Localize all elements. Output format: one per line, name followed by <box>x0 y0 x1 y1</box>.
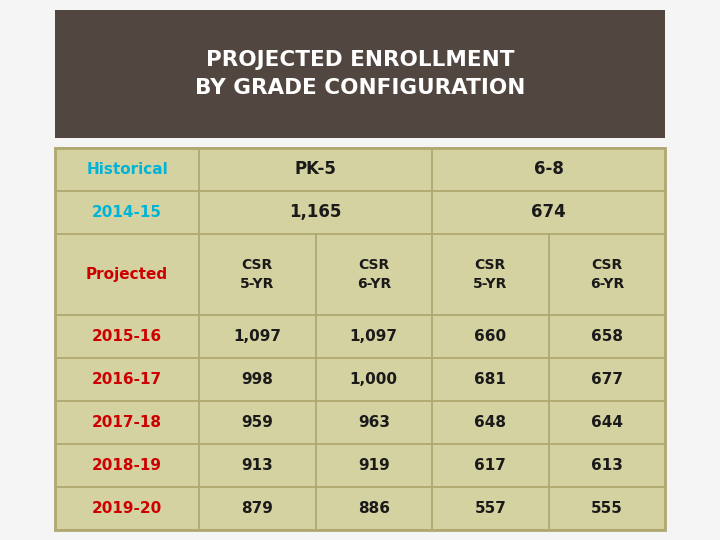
Text: 1,097: 1,097 <box>350 329 397 345</box>
Text: CSR
6-YR: CSR 6-YR <box>590 259 624 291</box>
Text: 1,000: 1,000 <box>350 372 397 387</box>
Text: 959: 959 <box>241 415 274 430</box>
Text: 644: 644 <box>590 415 623 430</box>
Text: 660: 660 <box>474 329 506 345</box>
Text: 681: 681 <box>474 372 506 387</box>
Text: 1,097: 1,097 <box>233 329 282 345</box>
Text: CSR
6-YR: CSR 6-YR <box>356 259 391 291</box>
Text: 557: 557 <box>474 501 506 516</box>
Text: CSR
5-YR: CSR 5-YR <box>473 259 508 291</box>
Text: PK-5: PK-5 <box>294 160 336 178</box>
Text: 879: 879 <box>241 501 274 516</box>
Text: 2018-19: 2018-19 <box>92 458 162 473</box>
Text: 998: 998 <box>241 372 274 387</box>
Text: 913: 913 <box>241 458 273 473</box>
Text: 677: 677 <box>590 372 623 387</box>
Text: 2019-20: 2019-20 <box>92 501 162 516</box>
Text: 1,165: 1,165 <box>289 204 342 221</box>
Bar <box>55 148 665 530</box>
Bar <box>55 10 665 138</box>
Text: Historical: Historical <box>86 162 168 177</box>
Text: 886: 886 <box>358 501 390 516</box>
Text: 674: 674 <box>531 204 566 221</box>
Text: 6-8: 6-8 <box>534 160 564 178</box>
Text: 555: 555 <box>591 501 623 516</box>
Text: 658: 658 <box>590 329 623 345</box>
Text: 2016-17: 2016-17 <box>92 372 162 387</box>
Text: CSR
5-YR: CSR 5-YR <box>240 259 274 291</box>
Text: 963: 963 <box>358 415 390 430</box>
Text: 2015-16: 2015-16 <box>92 329 162 345</box>
Text: 617: 617 <box>474 458 506 473</box>
Text: 648: 648 <box>474 415 506 430</box>
Text: 2017-18: 2017-18 <box>92 415 162 430</box>
Text: 613: 613 <box>591 458 623 473</box>
Text: 919: 919 <box>358 458 390 473</box>
Text: Projected: Projected <box>86 267 168 282</box>
Text: 2014-15: 2014-15 <box>92 205 162 220</box>
Text: PROJECTED ENROLLMENT
BY GRADE CONFIGURATION: PROJECTED ENROLLMENT BY GRADE CONFIGURAT… <box>195 50 525 98</box>
Bar <box>55 148 665 530</box>
